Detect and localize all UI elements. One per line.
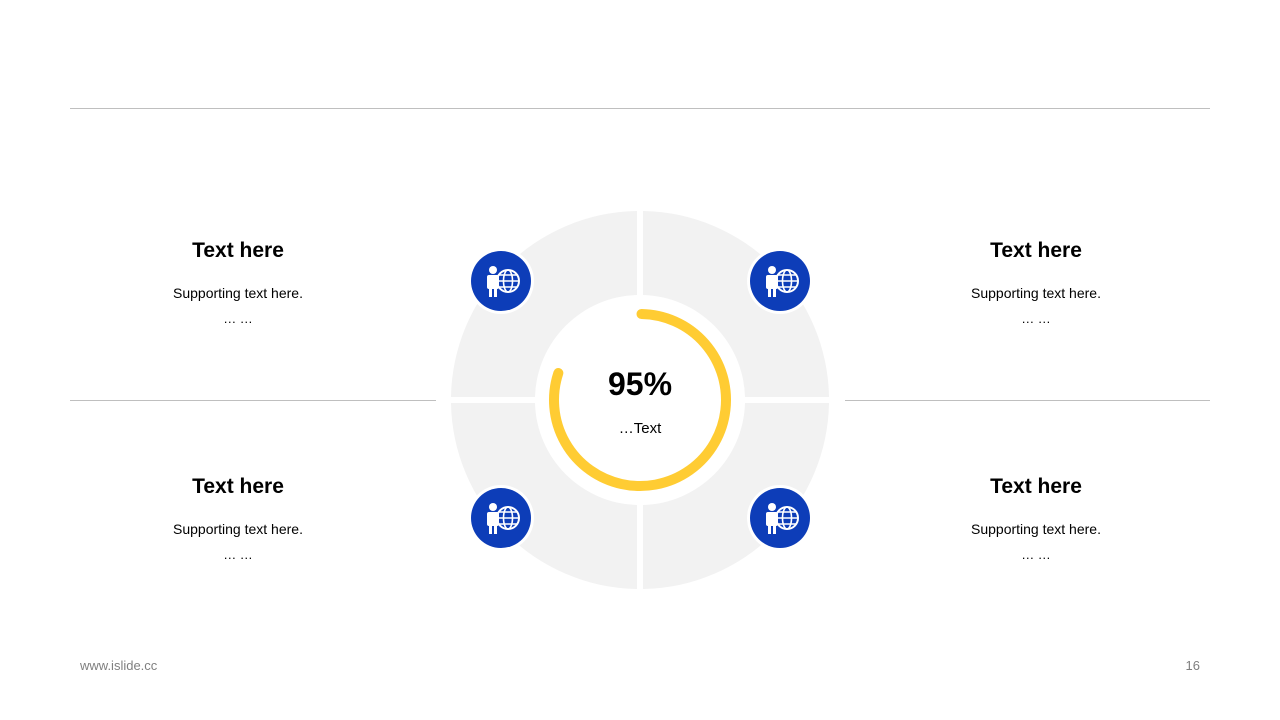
icon-bottom-left <box>468 485 534 551</box>
text-block-top-right: Text here Supporting text here. … … <box>886 238 1186 326</box>
block-supporting-text: Supporting text here. <box>173 521 303 537</box>
block-ellipsis: … … <box>1021 547 1051 562</box>
person-globe-icon <box>487 503 520 534</box>
text-block-top-left: Text here Supporting text here. … … <box>88 238 388 326</box>
block-ellipsis: … … <box>223 311 253 326</box>
progress-value: 95% <box>607 366 673 402</box>
block-title: Text here <box>192 475 284 498</box>
quadrant-bottom-left <box>451 403 637 589</box>
top-divider <box>70 108 1210 109</box>
person-globe-icon <box>766 266 799 297</box>
block-title: Text here <box>990 239 1082 262</box>
progress-arc <box>549 309 731 491</box>
quadrant-ring <box>451 211 829 589</box>
quadrant-top-left <box>451 211 637 397</box>
block-ellipsis: … … <box>223 547 253 562</box>
footer-website: www.islide.cc <box>80 658 158 673</box>
text-block-bottom-right: Text here Supporting text here. … … <box>886 474 1186 562</box>
text-block-bottom-left: Text here Supporting text here. … … <box>88 474 388 562</box>
page-number: 16 <box>1185 658 1200 673</box>
block-supporting-text: Supporting text here. <box>971 285 1101 301</box>
person-globe-icon <box>487 266 520 297</box>
block-title: Text here <box>990 475 1082 498</box>
icon-top-left <box>468 248 534 314</box>
block-supporting-text: Supporting text here. <box>971 521 1101 537</box>
block-ellipsis: … … <box>1021 311 1051 326</box>
quadrant-bottom-right <box>643 403 829 589</box>
block-title: Text here <box>192 239 284 262</box>
quadrant-top-right <box>643 211 829 397</box>
progress-label: …Text <box>618 420 662 437</box>
person-globe-icon <box>766 503 799 534</box>
icon-bottom-right <box>747 485 813 551</box>
block-supporting-text: Supporting text here. <box>173 285 303 301</box>
icon-top-right <box>747 248 813 314</box>
left-mid-divider <box>70 400 436 401</box>
right-mid-divider <box>845 400 1210 401</box>
